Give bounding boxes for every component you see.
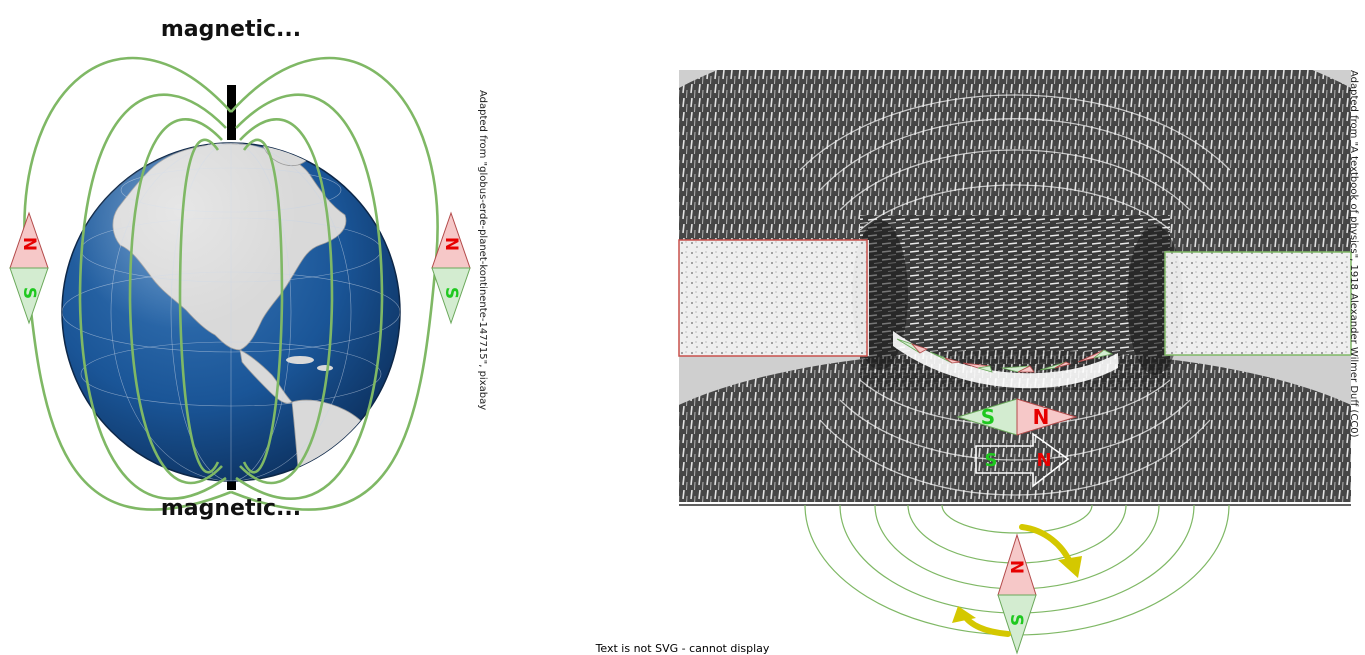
field-line-mid-right — [235, 93, 384, 500]
earth-bottom-label: magnetic... — [161, 496, 301, 521]
rotation-arrow-upper-arc — [1019, 524, 1073, 565]
needle-left-south-letter: S — [19, 287, 39, 299]
arrow-compass-south-letter: S — [985, 450, 998, 471]
earth-top-label: magnetic... — [161, 17, 301, 42]
earth-field-lines — [23, 56, 439, 511]
rotating-needle-north-letter: N — [1006, 560, 1026, 574]
field-line-core-right — [242, 138, 284, 474]
arrow-compass: S N — [975, 432, 1070, 488]
lower-arc-5 — [941, 504, 1093, 534]
field-line-core-left — [178, 138, 220, 474]
arrow-compass-north-letter: N — [1036, 450, 1051, 471]
rotating-needle-south-letter: S — [1006, 614, 1026, 626]
svg-fallback-text: Text is not SVG - cannot display — [595, 642, 770, 655]
needle-left-north-letter: N — [19, 237, 39, 251]
left-magnet-outline — [678, 239, 868, 357]
rotation-arrows — [952, 524, 1082, 637]
small-compass-row — [893, 331, 1118, 389]
filings-panel: S N S N N S — [678, 70, 1359, 655]
earth-needle-left: N S — [9, 211, 49, 325]
needle-right-south-letter: S — [441, 287, 461, 299]
rotating-needle: N S — [997, 533, 1037, 655]
large-compass: S N — [956, 398, 1078, 436]
earth-needle-right: N S — [431, 211, 471, 325]
field-line-inner-left — [128, 118, 223, 485]
globe — [61, 142, 401, 482]
rotation-arrow-lower-head — [952, 606, 976, 623]
continents — [62, 143, 400, 481]
field-line-inner-right — [239, 118, 334, 485]
large-compass-north-letter: N — [1033, 405, 1050, 429]
right-magnet-outline — [1164, 251, 1352, 356]
filings-credit: Adapted from "A textbook of physics", 19… — [1348, 70, 1359, 438]
needle-right-north-letter: N — [441, 237, 461, 251]
field-line-mid-left — [78, 93, 227, 500]
earth-panel: magnetic... magnetic... N S N S Adapted … — [9, 17, 488, 521]
earth-credit: Adapted from "globus-erde-planet-kontine… — [477, 90, 488, 410]
north-axis-stub — [227, 85, 236, 140]
rotation-arrow-upper-head — [1058, 556, 1082, 578]
large-compass-south-letter: S — [981, 405, 995, 429]
